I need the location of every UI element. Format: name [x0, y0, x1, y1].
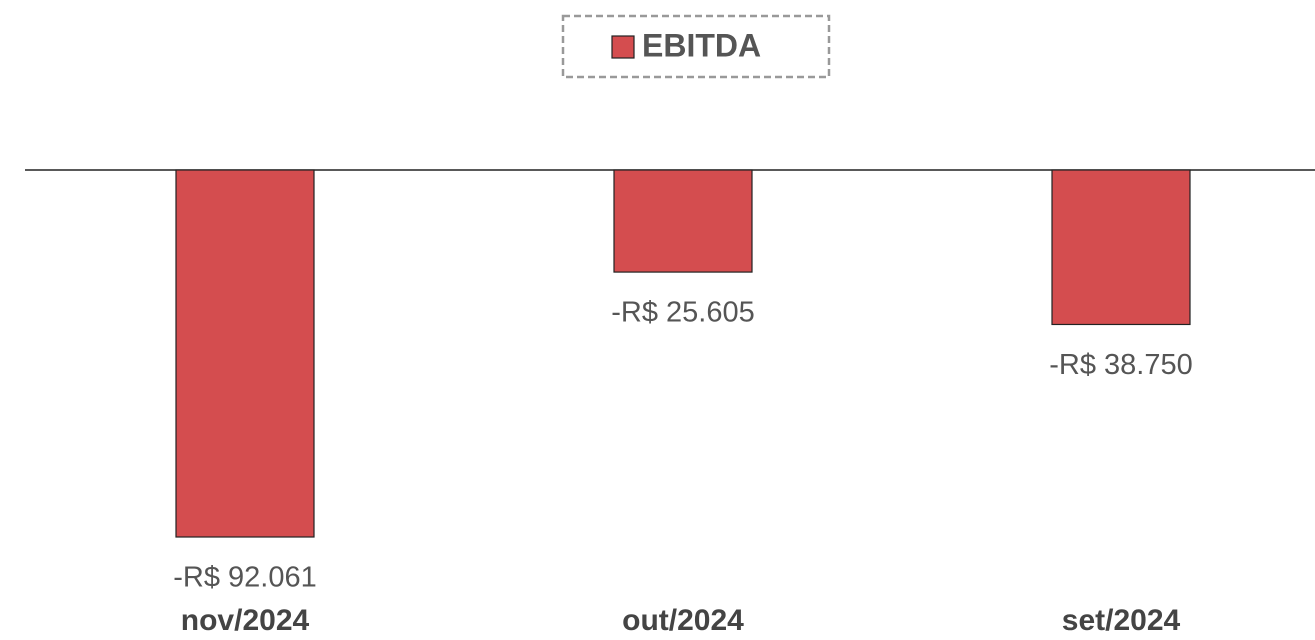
x-tick-label: out/2024: [622, 604, 744, 637]
x-tick-label: nov/2024: [181, 604, 310, 637]
legend-swatch: [611, 35, 635, 59]
legend-frame: [561, 14, 831, 79]
value-label: -R$ 25.605: [611, 297, 755, 329]
bar: [613, 169, 753, 273]
value-label: -R$ 38.750: [1049, 349, 1193, 381]
bar: [1051, 169, 1191, 326]
value-label: -R$ 92.061: [173, 562, 317, 594]
bar: [175, 169, 315, 538]
x-tick-label: set/2024: [1062, 604, 1181, 637]
legend-label: EBITDA: [642, 27, 761, 63]
